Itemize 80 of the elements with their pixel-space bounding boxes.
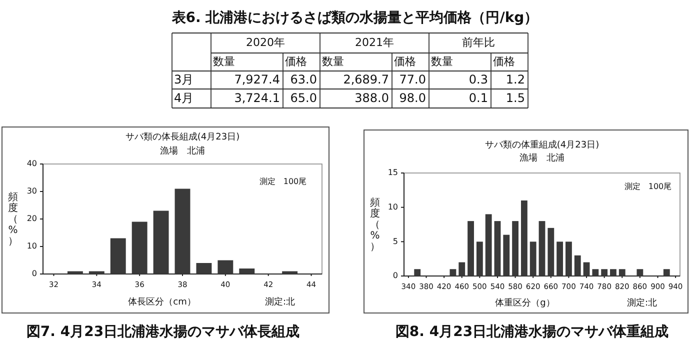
bar [503,234,510,276]
text: 価格 [394,55,416,68]
bar [110,238,126,274]
y-axis-title: 頻度（%） [370,196,380,252]
text: 65.0 [290,90,317,105]
x-axis-title: 体重区分（g） [495,297,555,308]
text: 63.0 [290,72,317,86]
bar [476,242,483,276]
annotation: 測定 100尾 [259,177,307,186]
bar [282,271,298,274]
bar [494,221,501,276]
bar [610,269,616,276]
bar [468,221,474,276]
bar [153,210,169,274]
bar [485,214,492,276]
text: 3月 [174,72,194,86]
bar [196,263,212,274]
y-tick-label: 10 [26,242,37,251]
bar [520,200,528,276]
text: 388.0 [354,90,389,105]
bar [218,260,234,274]
y-tick-label: 10 [388,202,398,212]
bar [556,242,564,276]
bar [530,242,536,276]
bar [663,269,670,276]
bar [458,262,466,276]
bar [512,221,518,276]
text: 1.5 [506,90,525,105]
bar [414,269,421,276]
text: 2,689.7 [343,72,389,86]
chart-title: サバ類の体重組成(4月23日) [484,139,600,150]
text: 0.3 [468,72,488,86]
text: 価格 [493,55,515,68]
chart-subtitle: 漁場 北浦 [520,152,564,164]
bar [548,228,554,276]
text: 数量 [213,55,235,68]
annotation: 測定 100尾 [624,182,672,192]
bar [601,269,608,276]
bar [174,188,190,274]
y-tick-label: 30 [26,186,37,196]
y-axis-title: 頻度（%） [8,190,18,247]
bar [636,269,644,276]
text: 77.0 [399,72,426,86]
text: 98.0 [399,90,426,105]
bar [239,268,255,274]
bar [583,262,590,276]
chart-title: サバ類の体長組成(4月23日) [125,131,240,142]
text: 2021年 [355,36,394,50]
bar [450,269,456,276]
caption: 図7. 4月23日北浦港水揚のマサバ体長組成 [26,324,300,340]
y-tick-label: 0 [32,269,37,278]
y-tick-label: 5 [392,236,398,246]
y-tick-label: 0 [392,271,398,280]
text: 1.2 [506,72,525,86]
text: 数量 [322,55,344,68]
text: 2020年 [246,36,285,50]
bar [538,221,546,276]
text: 表6. 北浦港におけるさば類の水揚量と平均価格（円/kg） [170,10,538,26]
text: 0.1 [468,90,488,105]
text: 3,724.1 [234,90,280,105]
bar [592,269,599,276]
bar [132,222,148,274]
y-tick-label: 40 [26,159,37,168]
text: 7,927.4 [234,72,280,86]
bar [67,271,83,274]
caption: 図8. 4月23日北浦港水揚のマサバ体重組成 [395,324,669,340]
text: 4月 [174,90,194,105]
bar [88,271,104,274]
bar [618,269,626,276]
text: 測定:北 [626,297,658,308]
text: 測定:北 [264,296,296,308]
text: 数量 [431,55,453,68]
x-axis-title: 体長区分（cm） [128,296,196,308]
y-tick-label: 15 [388,168,398,178]
bar [566,242,572,276]
y-tick-label: 20 [26,214,37,224]
text: 前年比 [462,36,495,50]
chart-subtitle: 漁場 北浦 [160,145,205,156]
bar [574,255,581,276]
text: 価格 [285,55,307,68]
